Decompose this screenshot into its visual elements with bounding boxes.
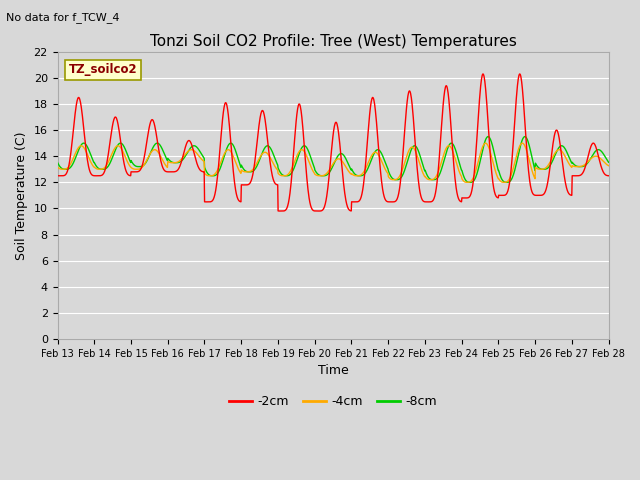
Y-axis label: Soil Temperature (C): Soil Temperature (C): [15, 131, 28, 260]
X-axis label: Time: Time: [317, 364, 348, 377]
Title: Tonzi Soil CO2 Profile: Tree (West) Temperatures: Tonzi Soil CO2 Profile: Tree (West) Temp…: [150, 34, 516, 49]
Text: TZ_soilco2: TZ_soilco2: [68, 63, 137, 76]
Text: No data for f_TCW_4: No data for f_TCW_4: [6, 12, 120, 23]
Legend: -2cm, -4cm, -8cm: -2cm, -4cm, -8cm: [225, 390, 442, 413]
